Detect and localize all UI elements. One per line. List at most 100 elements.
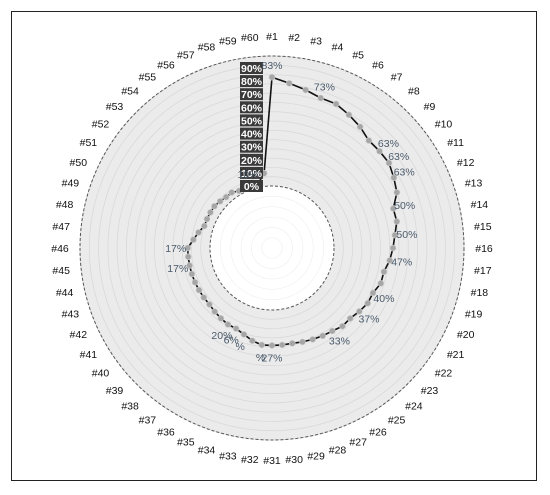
data-point [207, 209, 214, 216]
data-point [393, 218, 401, 225]
data-label: 33% [329, 336, 350, 348]
data-point [184, 253, 192, 261]
ring-label-bg [240, 75, 263, 88]
data-point [268, 342, 276, 349]
ring-label: 30% [241, 142, 263, 154]
data-label: 83% [261, 60, 282, 72]
data-point [285, 80, 293, 87]
category-label: #14 [471, 199, 489, 211]
data-point [200, 294, 208, 301]
ring-label-bg [240, 166, 263, 179]
data-point [240, 331, 248, 338]
grid-ring [135, 111, 409, 385]
data-point [206, 301, 213, 308]
grid-ring [144, 120, 400, 376]
category-label: #19 [465, 309, 483, 321]
grid-ring [190, 166, 353, 329]
category-label: #32 [241, 454, 259, 466]
outer-boundary-ring [79, 55, 465, 441]
category-label: #40 [92, 368, 110, 380]
data-point [258, 341, 266, 349]
inner-boundary-ring [209, 185, 335, 311]
data-label: 17% [165, 243, 186, 255]
data-point [377, 280, 385, 287]
ring-label-bg [240, 140, 263, 153]
data-label: 63% [388, 151, 409, 163]
data-point [191, 278, 199, 286]
grid-ring [181, 157, 363, 339]
category-label: #44 [56, 287, 74, 299]
data-point [364, 299, 372, 307]
category-label: #26 [369, 427, 387, 439]
data-point [345, 111, 353, 119]
ring-label-bg [240, 114, 263, 127]
data-point [268, 73, 276, 81]
category-label: #47 [52, 221, 70, 233]
data-label: 63% [394, 167, 415, 179]
category-label: #9 [424, 101, 436, 113]
data-point [216, 198, 224, 205]
category-label: #55 [139, 72, 157, 84]
category-label: #59 [219, 36, 237, 48]
category-label: #31 [263, 455, 281, 467]
category-label: #10 [435, 118, 453, 130]
data-point [390, 174, 398, 181]
data-point [278, 341, 286, 349]
category-label: #6 [372, 59, 384, 71]
category-label: #57 [177, 49, 195, 61]
category-label: #21 [447, 349, 465, 361]
center-hole [210, 186, 334, 310]
category-label: #3 [310, 36, 322, 48]
data-point [389, 244, 397, 252]
data-point [217, 314, 225, 322]
category-label: #41 [80, 349, 98, 361]
data-point [228, 189, 235, 196]
category-label: #35 [177, 437, 195, 449]
category-label: #36 [157, 427, 175, 439]
data-point [393, 189, 401, 196]
category-label: #13 [465, 178, 483, 190]
grid-ring [88, 64, 456, 432]
category-label: #20 [457, 329, 475, 341]
category-label: #52 [92, 118, 110, 130]
data-label: 37% [358, 314, 379, 326]
data-label: 47% [391, 257, 412, 269]
data-point [186, 262, 193, 269]
data-point [203, 215, 211, 223]
category-label: #4 [332, 41, 344, 53]
ring-label: 40% [241, 129, 263, 141]
grid-ring [125, 101, 419, 395]
grid-ring [200, 176, 344, 320]
ring-label: 0% [244, 181, 260, 193]
category-label: #17 [474, 265, 492, 277]
data-point [386, 257, 394, 264]
category-label: #2 [288, 32, 300, 44]
inner-grid-ring [240, 216, 304, 280]
category-label: #1 [266, 31, 278, 43]
category-label: #12 [457, 157, 475, 169]
category-label: #23 [421, 385, 439, 397]
category-label: #38 [121, 401, 139, 413]
category-label: #24 [405, 401, 423, 413]
inner-grid-ring [251, 227, 294, 270]
category-label: #16 [475, 243, 493, 255]
data-point [346, 315, 354, 322]
ring-label: 50% [241, 115, 263, 127]
category-label: #43 [62, 309, 80, 321]
data-point [317, 94, 325, 102]
inner-grid-ring [230, 206, 314, 290]
category-label: #11 [447, 137, 464, 149]
data-point [332, 100, 340, 108]
ring-label: 10% [241, 168, 263, 180]
data-label: 6% [224, 335, 239, 347]
data-label: 50% [394, 200, 415, 212]
data-point [339, 322, 346, 330]
category-label: #42 [70, 329, 88, 341]
data-point [211, 308, 218, 315]
category-label: #5 [352, 49, 364, 61]
category-label: #30 [285, 454, 303, 466]
data-label: 20% [211, 330, 232, 342]
data-point [288, 339, 296, 347]
category-label: #58 [198, 41, 216, 53]
ring-label-bg [240, 101, 263, 114]
